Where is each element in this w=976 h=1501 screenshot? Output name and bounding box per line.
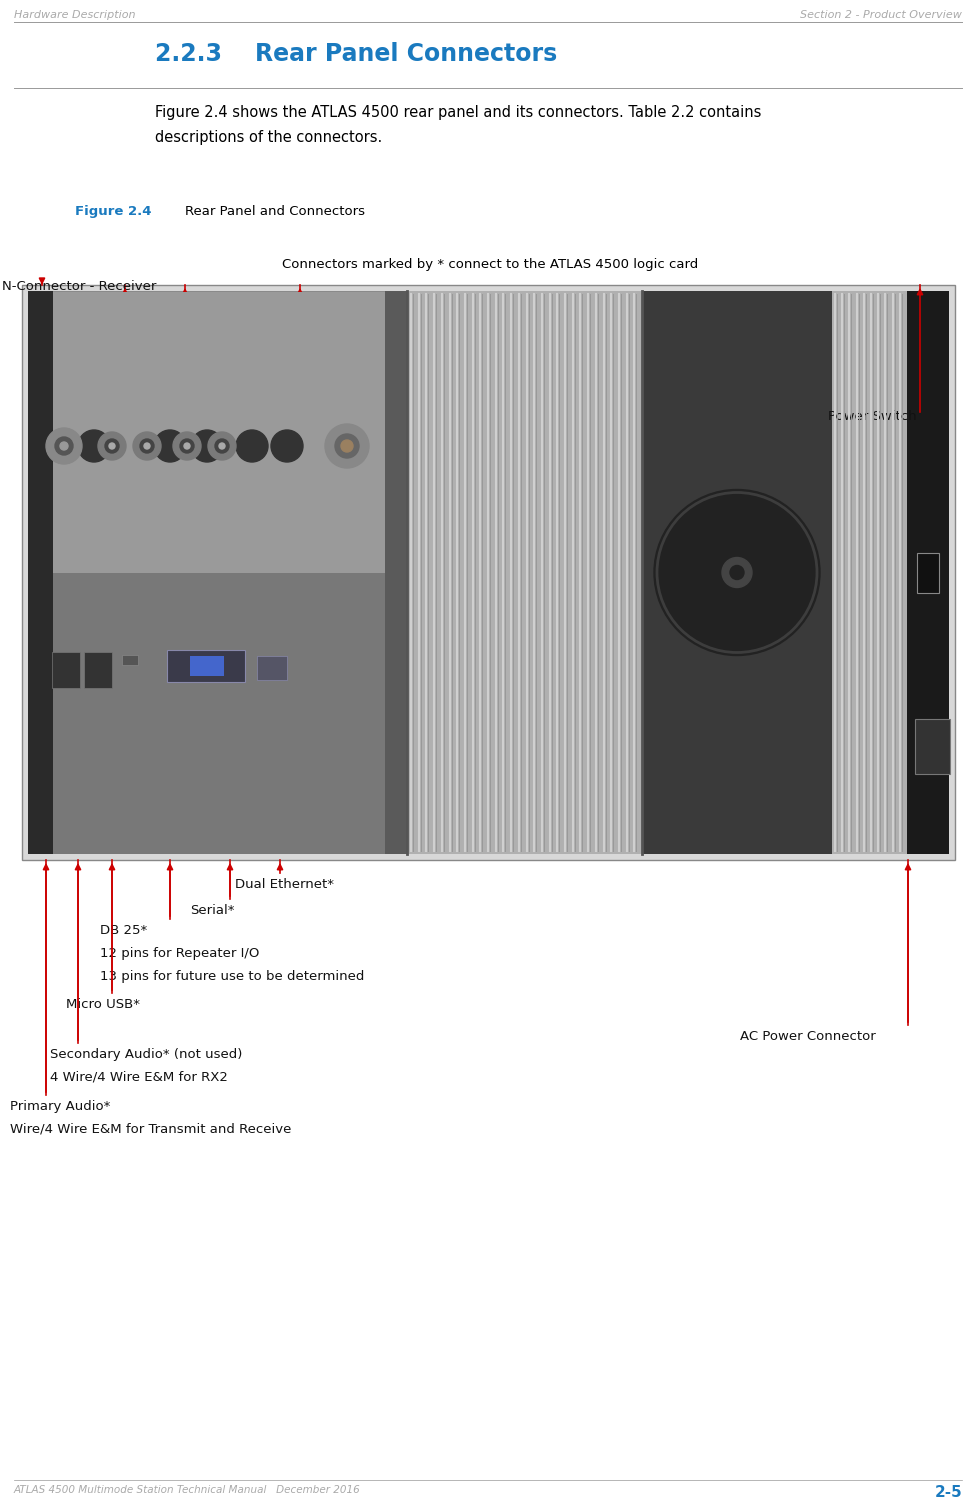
- Circle shape: [335, 434, 359, 458]
- Circle shape: [191, 429, 223, 462]
- Bar: [917, 552, 939, 593]
- Bar: [122, 656, 138, 665]
- Text: 2-5: 2-5: [934, 1484, 962, 1499]
- Text: Micro USB*: Micro USB*: [66, 998, 140, 1012]
- Bar: [907, 291, 949, 854]
- Text: Figure 2.4 shows the ATLAS 4500 rear panel and its connectors. Table 2.2 contain: Figure 2.4 shows the ATLAS 4500 rear pan…: [155, 105, 761, 120]
- Text: 13 pins for future use to be determined: 13 pins for future use to be determined: [100, 970, 364, 983]
- Bar: [28, 291, 385, 854]
- Circle shape: [60, 441, 68, 450]
- Text: BNC Connector* - 1 PPS: BNC Connector* - 1 PPS: [145, 360, 304, 374]
- Bar: [84, 653, 112, 689]
- Circle shape: [271, 429, 303, 462]
- Text: Figure 2.4: Figure 2.4: [75, 206, 151, 218]
- Circle shape: [654, 489, 820, 656]
- Circle shape: [105, 438, 119, 453]
- Text: 12 pins for Repeater I/O: 12 pins for Repeater I/O: [100, 947, 260, 961]
- Text: Hardware Description: Hardware Description: [14, 11, 136, 20]
- Text: Power Switch: Power Switch: [828, 410, 916, 423]
- Circle shape: [208, 432, 236, 459]
- Circle shape: [215, 438, 229, 453]
- Bar: [257, 656, 287, 680]
- Bar: [642, 291, 832, 854]
- Circle shape: [341, 440, 353, 452]
- Text: Primary Audio*: Primary Audio*: [10, 1100, 110, 1114]
- Circle shape: [78, 429, 110, 462]
- Bar: [407, 291, 642, 854]
- Circle shape: [184, 443, 190, 449]
- Circle shape: [180, 438, 194, 453]
- Circle shape: [154, 429, 186, 462]
- Circle shape: [133, 432, 161, 459]
- Text: 4 Wire/4 Wire E&M for RX2: 4 Wire/4 Wire E&M for RX2: [50, 1072, 227, 1084]
- Circle shape: [236, 429, 268, 462]
- Text: N-Connector - Receiver: N-Connector - Receiver: [2, 281, 156, 293]
- Circle shape: [173, 432, 201, 459]
- Bar: [28, 291, 949, 854]
- Text: BNC Connector* - 10 MHz: BNC Connector* - 10 MHz: [82, 315, 253, 329]
- Text: Wire/4 Wire E&M for Transmit and Receive: Wire/4 Wire E&M for Transmit and Receive: [10, 1123, 292, 1136]
- Circle shape: [109, 443, 115, 449]
- Circle shape: [144, 443, 150, 449]
- Circle shape: [55, 437, 73, 455]
- Text: ATLAS 4500 Multimode Station Technical Manual   December 2016: ATLAS 4500 Multimode Station Technical M…: [14, 1484, 361, 1495]
- Bar: [28, 291, 53, 854]
- Text: Serial*: Serial*: [190, 904, 234, 917]
- Circle shape: [730, 566, 744, 579]
- Circle shape: [325, 423, 369, 468]
- Text: DB 25*: DB 25*: [100, 925, 147, 937]
- Text: AC Power Connector: AC Power Connector: [740, 1030, 875, 1043]
- Bar: [53, 293, 385, 579]
- Text: Secondary Audio* (not used): Secondary Audio* (not used): [50, 1048, 242, 1061]
- Circle shape: [46, 428, 82, 464]
- Bar: [832, 291, 907, 854]
- Text: descriptions of the connectors.: descriptions of the connectors.: [155, 131, 383, 146]
- Bar: [22, 285, 955, 860]
- Text: N-Connector - Transmitter: N-Connector - Transmitter: [190, 410, 363, 423]
- Text: Section 2 - Product Overview: Section 2 - Product Overview: [800, 11, 962, 20]
- Text: Connectors marked by * connect to the ATLAS 4500 logic card: Connectors marked by * connect to the AT…: [282, 258, 698, 272]
- Text: 2.2.3    Rear Panel Connectors: 2.2.3 Rear Panel Connectors: [155, 42, 557, 66]
- Circle shape: [140, 438, 154, 453]
- Circle shape: [722, 557, 752, 587]
- Text: Rear Panel and Connectors: Rear Panel and Connectors: [185, 206, 365, 218]
- Bar: [190, 656, 224, 677]
- Bar: [167, 650, 245, 683]
- Circle shape: [98, 432, 126, 459]
- Bar: [53, 573, 385, 854]
- Bar: [915, 719, 950, 773]
- Circle shape: [219, 443, 225, 449]
- Bar: [52, 653, 80, 689]
- Text: Dual Ethernet*: Dual Ethernet*: [235, 878, 334, 892]
